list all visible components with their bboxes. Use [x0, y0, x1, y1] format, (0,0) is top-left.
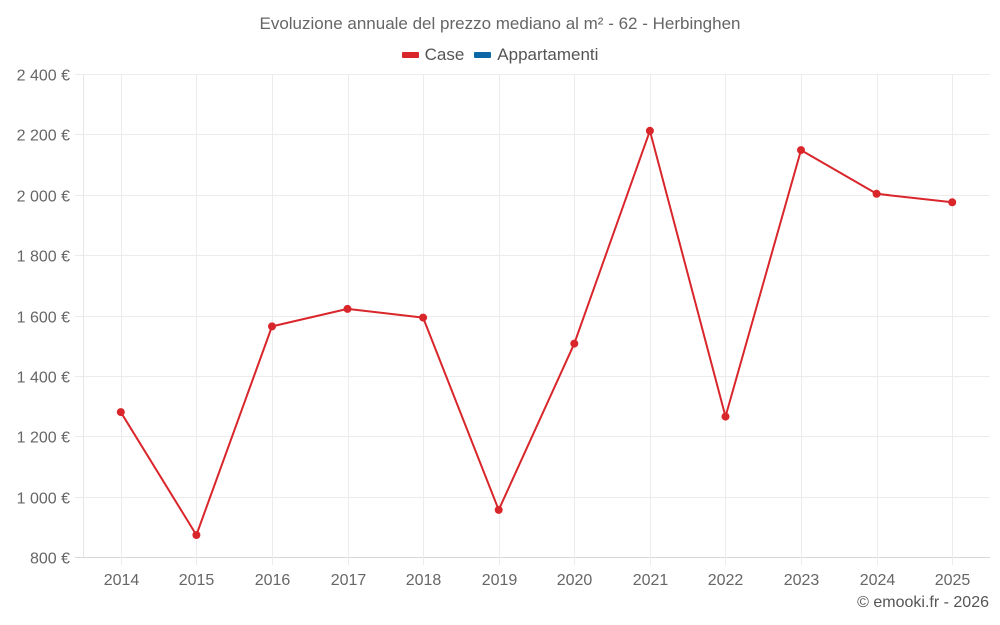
- x-tick-label: 2014: [104, 572, 140, 589]
- data-point[interactable]: [419, 313, 428, 322]
- data-point[interactable]: [343, 304, 352, 313]
- data-point[interactable]: [192, 531, 201, 539]
- y-tick-label: 2 000 €: [17, 189, 70, 206]
- y-tick-label: 1 600 €: [17, 310, 70, 327]
- legend-swatch-appartamenti: [474, 52, 492, 58]
- y-tick-label: 800 €: [30, 551, 70, 568]
- data-point[interactable]: [570, 339, 579, 348]
- x-tick-label: 2015: [179, 572, 215, 589]
- data-point[interactable]: [797, 146, 805, 155]
- y-tick-label: 2 400 €: [17, 68, 70, 85]
- data-point[interactable]: [116, 408, 125, 417]
- x-tick-label: 2020: [557, 572, 593, 589]
- x-axis: 2014 2015 2016 2017 2018 2019 2020 2021 2022 2023…: [104, 572, 971, 589]
- x-tick-label: 2017: [331, 572, 367, 589]
- chart-title: Evoluzione annuale del prezzo mediano al…: [259, 14, 741, 33]
- x-tick-label: 2024: [860, 572, 896, 589]
- legend-label-appartamenti: Appartamenti: [497, 45, 599, 64]
- legend-label-case: Case: [424, 45, 465, 64]
- x-tick-label: 2022: [708, 572, 744, 589]
- x-tick-label: 2018: [406, 572, 442, 589]
- y-tick-label: 1 400 €: [17, 370, 70, 387]
- legend-swatch-case: [401, 52, 419, 58]
- legend-item-case[interactable]: Case: [401, 45, 465, 65]
- data-point[interactable]: [645, 126, 654, 135]
- y-tick-label: 1 800 €: [17, 249, 70, 266]
- x-tick-label: 2025: [935, 572, 971, 589]
- series-line: [119, 129, 953, 536]
- x-tick-label: 2019: [482, 572, 518, 589]
- y-tick-label: 2 200 €: [17, 128, 70, 145]
- data-point[interactable]: [268, 322, 276, 331]
- y-tick-label: 1 200 €: [17, 430, 70, 447]
- credit-text: © emooki.fr - 2026: [857, 594, 989, 611]
- y-axis: 800 € 1 000 € 1 200 € 1 400 € 1 600 € 1 800 €…: [17, 68, 70, 568]
- data-point[interactable]: [721, 412, 730, 421]
- x-tick-label: 2023: [784, 572, 820, 589]
- series-case: [116, 126, 957, 539]
- data-point[interactable]: [494, 505, 503, 514]
- data-point[interactable]: [872, 189, 881, 198]
- x-tick-label: 2021: [633, 572, 669, 589]
- gridlines: [75, 74, 990, 565]
- x-tick-label: 2016: [255, 572, 291, 589]
- y-tick-label: 1 000 €: [17, 491, 70, 508]
- data-point[interactable]: [948, 198, 957, 207]
- legend: Case Appartamenti: [0, 45, 1000, 65]
- legend-item-appartamenti[interactable]: Appartamenti: [474, 45, 598, 65]
